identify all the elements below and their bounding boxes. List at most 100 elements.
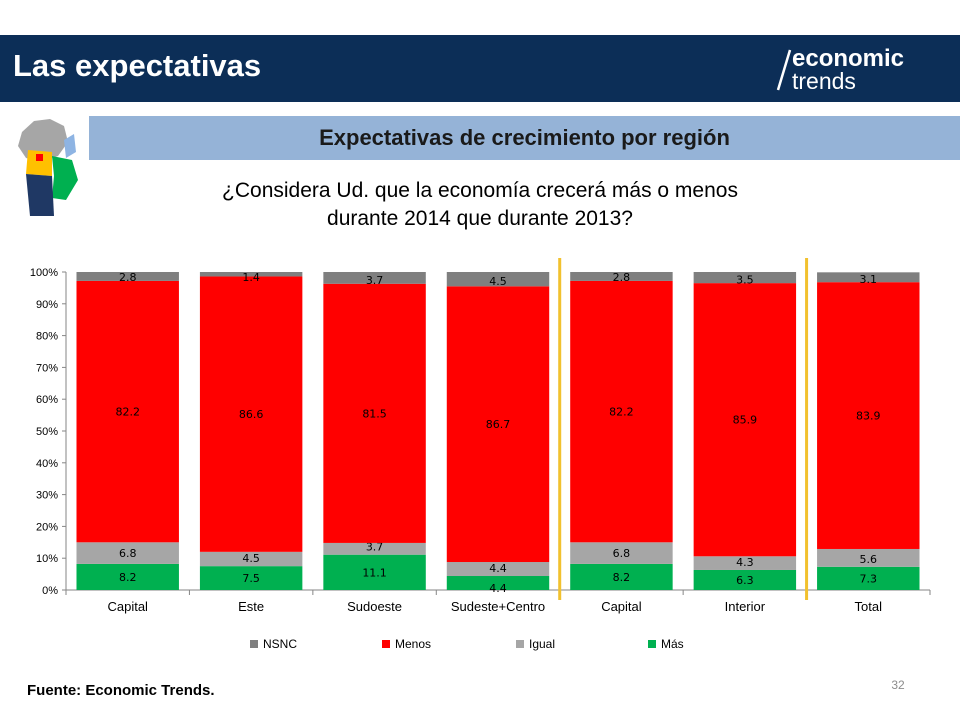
bar-segment (76, 272, 179, 281)
bar-segment (446, 562, 550, 577)
question-line-2: durante 2014 que durante 2013? (327, 207, 633, 230)
data-label: 6.8 (613, 547, 631, 560)
y-tick-label: 60% (36, 394, 58, 406)
data-label: 4.5 (242, 552, 260, 565)
bar-segment (76, 542, 179, 564)
legend-swatch (648, 640, 656, 648)
data-label: 6.8 (119, 547, 137, 560)
bar-segment (76, 280, 179, 543)
bar-segment (693, 272, 797, 284)
x-category-label: Total (855, 599, 883, 614)
legend-label: NSNC (263, 637, 297, 651)
bar-segment (199, 551, 303, 567)
bar-segment (323, 272, 426, 284)
page-title: Las expectativas (13, 48, 262, 83)
data-label: 82.2 (609, 406, 634, 419)
data-label: 7.3 (860, 572, 878, 585)
page-number: 32 (891, 678, 905, 692)
bar-segment (323, 283, 426, 543)
map-capital-marker (36, 154, 43, 161)
data-label: 2.8 (613, 271, 631, 284)
legend-swatch (382, 640, 390, 648)
y-tick-label: 40% (36, 458, 58, 470)
map-center-region (26, 150, 52, 176)
legend-label: Menos (395, 637, 431, 651)
data-label: 4.4 (489, 562, 507, 575)
bar-segment (76, 563, 179, 590)
map-south-region (26, 174, 54, 216)
x-category-label: Capital (601, 599, 642, 614)
y-tick-label: 90% (36, 299, 58, 311)
bar-segment (817, 272, 920, 283)
bar-segment (570, 280, 673, 543)
economic-trends-logo: economic trends (776, 45, 904, 94)
data-label: 7.5 (242, 572, 260, 585)
bar-segment (323, 542, 426, 555)
y-tick-label: 0% (42, 585, 58, 597)
data-label: 85.9 (733, 414, 758, 427)
bar-segment (570, 272, 673, 281)
bar-segment (199, 272, 303, 277)
subtitle-banner (89, 116, 960, 160)
bar-segment (693, 556, 797, 570)
logo-slash (776, 49, 792, 91)
bar-segment (199, 276, 303, 552)
bar-segment (693, 569, 797, 590)
legend-swatch (516, 640, 524, 648)
y-tick-label: 80% (36, 331, 58, 343)
data-label: 3.1 (860, 273, 878, 286)
bar-segment (323, 554, 426, 590)
y-tick-label: 30% (36, 490, 58, 502)
bar-segment (570, 563, 673, 590)
data-label: 81.5 (362, 407, 387, 420)
bar-segment (817, 566, 920, 590)
bar-segment (446, 286, 550, 563)
data-label: 4.3 (736, 556, 754, 569)
y-tick-label: 70% (36, 362, 58, 374)
data-label: 1.4 (242, 271, 260, 284)
y-tick-label: 50% (36, 426, 58, 438)
y-tick-label: 10% (36, 553, 58, 565)
bar-segment (817, 548, 920, 567)
bar-segment (446, 576, 550, 590)
data-label: 3.7 (366, 274, 384, 287)
data-label: 86.6 (239, 408, 264, 421)
bar-segment (446, 272, 550, 287)
legend-swatch (250, 640, 258, 648)
logo-text-trends: trends (792, 68, 856, 94)
source-note: Fuente: Economic Trends. (27, 682, 215, 699)
x-category-label: Sudeste+Centro (451, 599, 545, 614)
region-map-icon (18, 119, 78, 216)
data-label: 3.7 (366, 541, 384, 554)
data-label: 8.2 (119, 571, 137, 584)
bar-segment (693, 283, 797, 557)
map-southeast-region (52, 156, 78, 200)
x-category-label: Interior (725, 599, 766, 614)
x-category-label: Sudoeste (347, 599, 402, 614)
legend-label: Más (661, 637, 684, 651)
chart-section-title: Expectativas de crecimiento por región (319, 125, 730, 150)
data-label: 4.4 (489, 582, 507, 595)
data-label: 86.7 (486, 418, 511, 431)
data-label: 83.9 (856, 410, 881, 423)
stacked-bar-chart: 0% 10% 20% 30% 40% 50% 60% 70% 80% 90% 100% 8.2 6.8 8… (30, 258, 931, 651)
question-line-1: ¿Considera Ud. que la economía crecerá m… (222, 179, 738, 202)
y-tick-label: 20% (36, 521, 58, 533)
bar-segment (570, 542, 673, 564)
y-tick-label: 100% (30, 267, 58, 279)
bar-segment (199, 566, 303, 590)
data-label: 4.5 (489, 275, 507, 288)
legend-label: Igual (529, 637, 555, 651)
logo-text-economic: economic (792, 45, 904, 72)
data-label: 5.6 (860, 553, 878, 566)
survey-question: ¿Considera Ud. que la economía crecerá m… (160, 177, 800, 233)
data-label: 8.2 (613, 571, 631, 584)
x-category-label: Este (238, 599, 264, 614)
data-label: 3.5 (736, 274, 754, 287)
bar-segment (817, 282, 920, 549)
map-east-region (64, 134, 76, 158)
data-label: 82.2 (115, 406, 140, 419)
header-bar (0, 35, 960, 102)
data-label: 11.1 (362, 566, 387, 579)
data-label: 6.3 (736, 574, 754, 587)
